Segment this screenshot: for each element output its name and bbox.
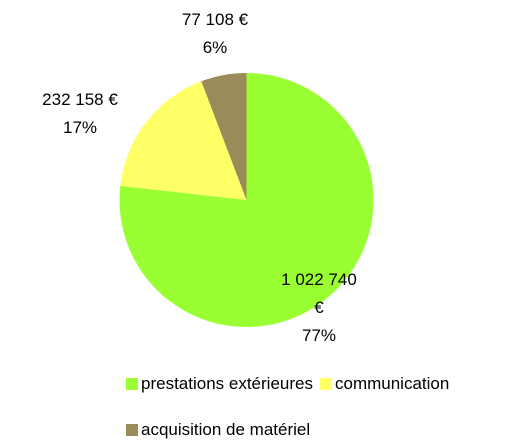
percent-label: 6% bbox=[202, 38, 228, 57]
legend-swatch bbox=[126, 424, 138, 436]
legend-label: acquisition de matériel bbox=[141, 420, 311, 439]
legend-item: prestations extérieures bbox=[126, 374, 313, 394]
percent-label: 17% bbox=[62, 118, 98, 137]
legend-item: acquisition de matériel bbox=[126, 420, 310, 440]
value-label: 1 022 740 € bbox=[281, 270, 357, 317]
pie-slice bbox=[201, 73, 247, 200]
legend-label: communication bbox=[335, 374, 450, 393]
legend-swatch bbox=[126, 378, 138, 390]
legend-item: communication bbox=[320, 374, 449, 394]
data-label: 77 108 € 6% bbox=[155, 6, 275, 62]
pie-slice bbox=[120, 81, 247, 200]
percent-label: 77% bbox=[301, 326, 337, 345]
value-label: 77 108 € bbox=[181, 10, 249, 29]
data-label: 1 022 740 € 77% bbox=[276, 266, 362, 350]
pie-slice bbox=[119, 73, 374, 327]
legend-label: prestations extérieures bbox=[141, 374, 313, 393]
value-label: 232 158 € bbox=[42, 90, 118, 109]
data-label: 232 158 € 17% bbox=[20, 86, 140, 142]
legend-swatch bbox=[320, 378, 332, 390]
